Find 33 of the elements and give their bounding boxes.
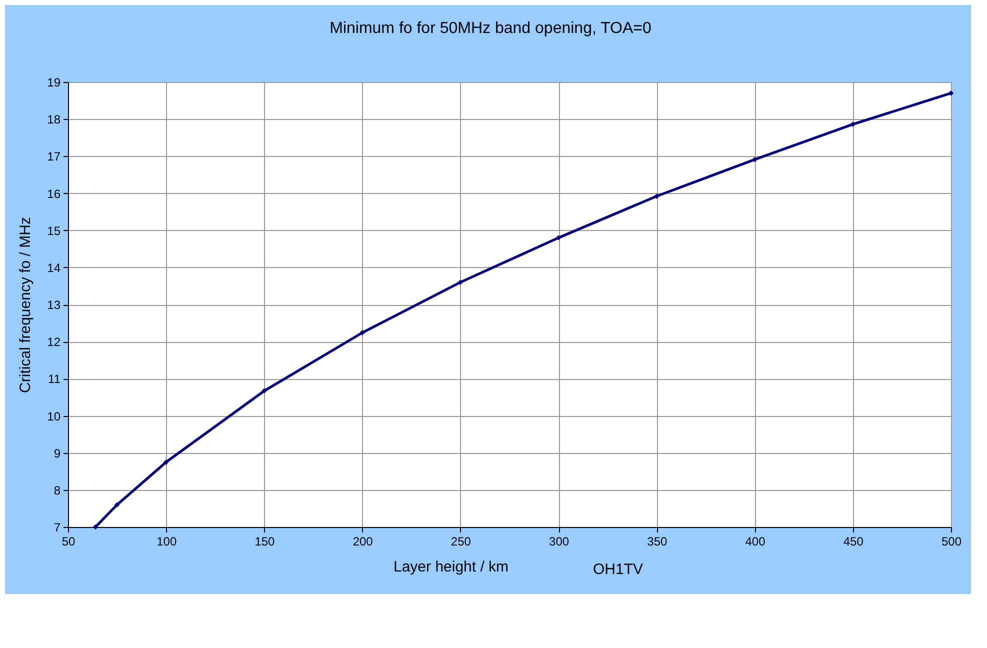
chart-title: Minimum fo for 50MHz band opening, TOA=0 bbox=[330, 20, 652, 37]
x-axis-title: Layer height / km bbox=[394, 558, 509, 576]
text: OH1TV bbox=[593, 561, 644, 578]
x-tick-label: 100 bbox=[156, 534, 177, 548]
point bbox=[360, 330, 365, 336]
x-tick-label: 500 bbox=[941, 534, 962, 548]
y-tick-label: 19 bbox=[47, 76, 61, 90]
x-tick-label: 250 bbox=[450, 534, 472, 548]
x-tick-label: 350 bbox=[647, 534, 668, 548]
point bbox=[262, 388, 267, 394]
x-tick-label: 450 bbox=[843, 534, 864, 548]
y-tick-label: 15 bbox=[47, 224, 61, 238]
point bbox=[163, 459, 169, 465]
y-tick-label: 13 bbox=[47, 298, 61, 312]
y-tick-label: 8 bbox=[54, 483, 61, 498]
y-tick-label: 14 bbox=[47, 260, 61, 275]
x-tick-label: 150 bbox=[254, 534, 276, 548]
y-tick-label: 9 bbox=[54, 446, 61, 460]
y-tick-label: 18 bbox=[47, 112, 61, 127]
y-tick-label: 12 bbox=[47, 335, 61, 350]
point bbox=[92, 524, 98, 530]
y-tick-label: 11 bbox=[48, 372, 61, 386]
y-tick-label: 17 bbox=[47, 150, 61, 164]
y-tick-label: 10 bbox=[47, 409, 61, 424]
x-tick-label: 300 bbox=[549, 534, 570, 548]
y-tick-label: 7 bbox=[54, 520, 61, 534]
y-tick-label: 16 bbox=[47, 186, 61, 201]
point bbox=[850, 122, 856, 127]
x-tick-label: 50 bbox=[62, 534, 76, 548]
point bbox=[654, 194, 660, 199]
x-tick-label: 400 bbox=[745, 534, 766, 548]
y-axis-title: Critical frequency fo / MHz bbox=[17, 217, 34, 393]
x-tick-label: 200 bbox=[352, 534, 374, 548]
